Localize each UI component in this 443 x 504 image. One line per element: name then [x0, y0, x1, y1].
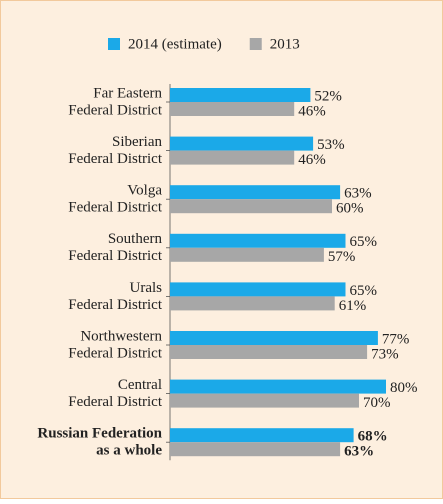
- bar: [170, 185, 341, 200]
- bar: [170, 199, 332, 214]
- value-label: 77%: [382, 331, 410, 347]
- category-label: Central: [118, 377, 162, 393]
- value-label: 60%: [336, 201, 364, 217]
- category-label: Southern: [108, 231, 163, 247]
- value-label: 68%: [358, 429, 388, 445]
- legend-swatch: [108, 38, 120, 50]
- value-label: 65%: [350, 234, 378, 250]
- legend-label: 2014 (estimate): [128, 36, 222, 52]
- category-label: as a whole: [96, 443, 162, 459]
- bar: [170, 296, 335, 311]
- value-label: 52%: [314, 88, 342, 104]
- category-label: Federal District: [68, 248, 163, 264]
- value-label: 63%: [344, 444, 374, 460]
- value-label: 53%: [317, 137, 345, 153]
- bar: [170, 379, 386, 394]
- bar: [170, 88, 311, 102]
- value-label: 61%: [339, 298, 367, 314]
- category-label: Federal District: [68, 394, 163, 410]
- category-label: Federal District: [68, 151, 163, 167]
- category-label: Federal District: [68, 345, 163, 361]
- value-label: 73%: [371, 346, 399, 362]
- category-label: Siberian: [112, 134, 162, 150]
- bar: [170, 428, 354, 443]
- legend-label: 2013: [270, 36, 300, 52]
- value-label: 70%: [363, 395, 391, 411]
- legend-swatch: [249, 38, 262, 50]
- bar: [170, 345, 368, 359]
- bar: [170, 150, 295, 165]
- category-label: Far Eastern: [93, 85, 162, 101]
- value-label: 57%: [328, 249, 356, 265]
- value-label: 46%: [298, 152, 326, 168]
- category-label: Volga: [127, 183, 162, 199]
- category-label: Federal District: [68, 102, 163, 118]
- category-label: Federal District: [68, 200, 163, 216]
- value-label: 65%: [350, 283, 378, 299]
- bar: [170, 282, 346, 297]
- bar: [170, 442, 341, 457]
- bar: [170, 136, 314, 151]
- category-label: Federal District: [68, 297, 163, 313]
- category-label: Russian Federation: [37, 426, 162, 442]
- category-label: Northwestern: [80, 328, 162, 344]
- bar: [170, 102, 295, 116]
- value-label: 80%: [390, 380, 418, 396]
- bar: [170, 331, 378, 345]
- bar: [170, 233, 346, 248]
- bar: [170, 393, 359, 408]
- value-label: 63%: [344, 186, 372, 202]
- bar: [170, 247, 324, 262]
- category-label: Urals: [130, 280, 163, 296]
- value-label: 46%: [298, 103, 326, 119]
